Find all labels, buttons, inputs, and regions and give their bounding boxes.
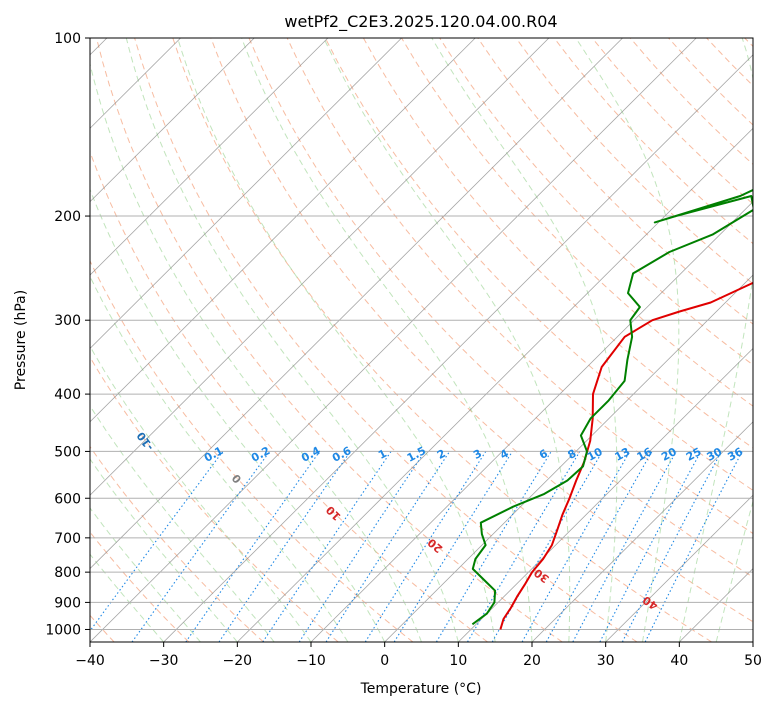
isotherm-line <box>90 38 550 496</box>
moist-adiabat-line <box>323 38 571 642</box>
y-tick-label: 900 <box>54 595 81 611</box>
moist-adiabat-line <box>90 553 165 642</box>
dry-adiabat-line <box>90 356 339 642</box>
plot-frame <box>89 37 754 643</box>
line-labels: -100-90-80-70-60-50-40-30-20-10010203040… <box>134 429 745 612</box>
y-tick-label: 800 <box>54 565 81 581</box>
x-tick-label: 30 <box>597 653 615 669</box>
dry-adiabat-line <box>515 38 753 285</box>
moist-adiabat-line <box>241 38 533 642</box>
mixing-ratio-label: 36 <box>725 445 745 464</box>
x-tick-label: −20 <box>223 653 253 669</box>
isotherm-line <box>458 347 753 642</box>
mixing-ratio-label: 10 <box>585 445 605 464</box>
mixing-ratio-line <box>90 451 224 632</box>
y-tick-label: 300 <box>54 313 81 329</box>
y-tick-label: 100 <box>54 31 81 47</box>
chart-title: wetPf2_C2E3.2025.120.04.00.R04 <box>284 12 557 32</box>
profile-series <box>471 188 753 630</box>
temperature-profile-line <box>499 281 753 630</box>
isotherm-line <box>237 127 753 642</box>
mixing-ratio-line <box>262 451 392 642</box>
mixing-ratio-label: 30 <box>705 445 725 464</box>
moist-adiabat-line <box>575 38 680 642</box>
mixing-ratio-line <box>218 451 351 642</box>
x-tick-label: 0 <box>380 653 389 669</box>
y-tick-label: 400 <box>54 387 81 403</box>
x-tick-label: −10 <box>296 653 326 669</box>
mixing-ratio-label: 20 <box>659 445 679 464</box>
mixing-ratio-line <box>131 451 271 642</box>
mixing-ratio-label: 13 <box>613 445 633 464</box>
moist-adiabat-line <box>90 275 349 642</box>
y-tick-label: 200 <box>54 209 81 225</box>
x-axis-ticks: −40 −30 −20 −10 0 10 20 30 40 50 <box>75 642 762 669</box>
isotherm-line <box>531 421 753 642</box>
dry-adiabat-line <box>286 38 753 535</box>
moist-adiabat-line <box>715 499 753 642</box>
mixing-ratio-line <box>393 451 513 642</box>
mixing-ratio-line <box>298 451 426 642</box>
pressure-gridlines <box>90 38 753 630</box>
dewpoint-profile-line <box>471 188 753 626</box>
isotherm-line <box>90 38 697 642</box>
isotherm-line <box>384 274 753 642</box>
isotherm-line <box>310 201 753 642</box>
dry-adiabat-line <box>90 259 414 642</box>
dry-adiabats <box>90 38 753 642</box>
x-tick-label: 40 <box>670 653 688 669</box>
isotherm-line <box>90 38 402 349</box>
dry-adiabat-line <box>134 38 638 642</box>
mixing-ratio-line <box>521 451 631 642</box>
mixing-ratio-lines <box>90 451 743 642</box>
moist-adiabats <box>90 38 753 642</box>
x-tick-label: 20 <box>523 653 541 669</box>
dry-adiabat-line <box>248 38 753 578</box>
isotherms <box>90 38 753 642</box>
plot-area: -100-90-80-70-60-50-40-30-20-10010203040… <box>90 38 753 642</box>
dry-adiabat-line <box>90 445 264 642</box>
isotherm-line <box>90 38 255 203</box>
moist-adiabat-line <box>90 404 275 642</box>
moist-adiabat-line <box>431 38 618 642</box>
y-tick-label: 500 <box>54 444 81 460</box>
isotherm-line <box>90 38 623 570</box>
mixing-ratio-label: 16 <box>635 445 655 464</box>
x-tick-label: 50 <box>744 653 762 669</box>
dry-adiabat-line <box>96 38 563 642</box>
moist-adiabat-line <box>678 38 753 642</box>
isotherm-line <box>90 38 329 276</box>
mixing-ratio-line <box>644 451 743 642</box>
moist-adiabat-line <box>177 38 496 642</box>
y-tick-label: 600 <box>54 491 81 507</box>
moist-adiabat-line <box>90 458 238 642</box>
mixing-ratio-label: 25 <box>684 445 704 464</box>
isotherm-line <box>605 494 753 642</box>
x-tick-label: −30 <box>149 653 179 669</box>
dry-adiabat-line <box>210 38 753 623</box>
dry-adiabat-line <box>172 38 712 642</box>
y-tick-label: 1000 <box>45 622 81 638</box>
moist-adiabat-line <box>90 188 386 642</box>
x-tick-label: 10 <box>449 653 467 669</box>
dry-adiabat-line <box>324 38 753 491</box>
moist-adiabat-line <box>125 38 459 642</box>
mixing-ratio-line <box>545 451 653 642</box>
x-axis-label: Temperature (°C) <box>360 681 482 697</box>
mixing-ratio-line <box>185 451 321 642</box>
y-tick-label: 700 <box>54 531 81 547</box>
isotherm-line <box>163 54 753 642</box>
y-axis-ticks: 100 200 300 400 500 600 700 800 900 1000 <box>45 31 90 638</box>
isotherm-line <box>90 38 476 423</box>
mixing-ratio-line <box>572 451 677 642</box>
moist-adiabat-line <box>90 62 422 642</box>
y-axis-label: Pressure (hPa) <box>13 290 29 390</box>
x-tick-label: −40 <box>75 653 105 669</box>
mixing-ratio-line <box>325 451 451 642</box>
moist-adiabat-line <box>90 507 201 642</box>
